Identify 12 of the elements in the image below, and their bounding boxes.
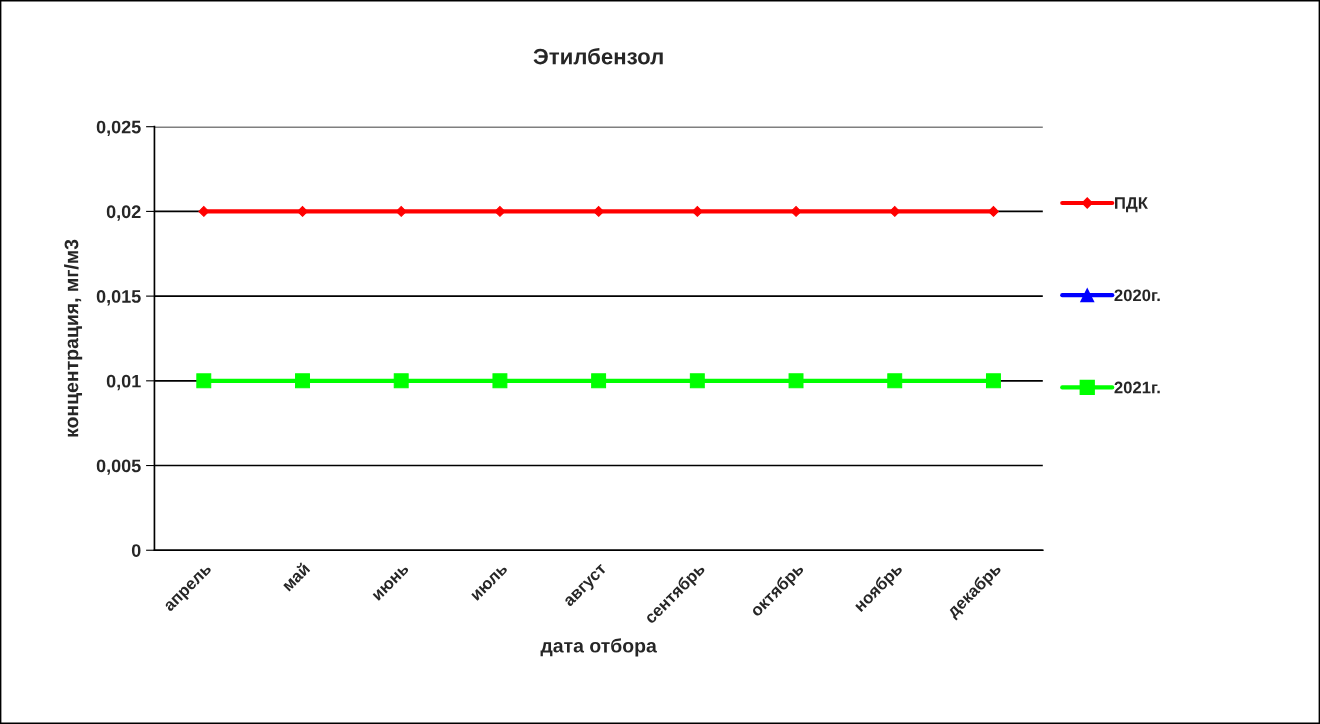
y-axis-title: концентрация, мг/м3 — [64, 239, 83, 437]
y-tick-label: 0,005 — [96, 459, 141, 475]
legend-label: 2021г. — [1114, 381, 1160, 394]
chart-title: Этилбензол — [533, 47, 663, 65]
legend-label: ПДК — [1115, 197, 1148, 213]
legend-label: 2020г. — [1114, 289, 1160, 302]
y-tick-label: 0,02 — [106, 205, 141, 221]
y-tick-label: 0,025 — [96, 120, 141, 137]
y-tick-label: 0,015 — [96, 290, 141, 306]
x-axis-title: дата отбора — [540, 638, 657, 657]
y-tick-label: 0,01 — [106, 374, 141, 391]
y-tick-label: 0 — [131, 544, 141, 557]
